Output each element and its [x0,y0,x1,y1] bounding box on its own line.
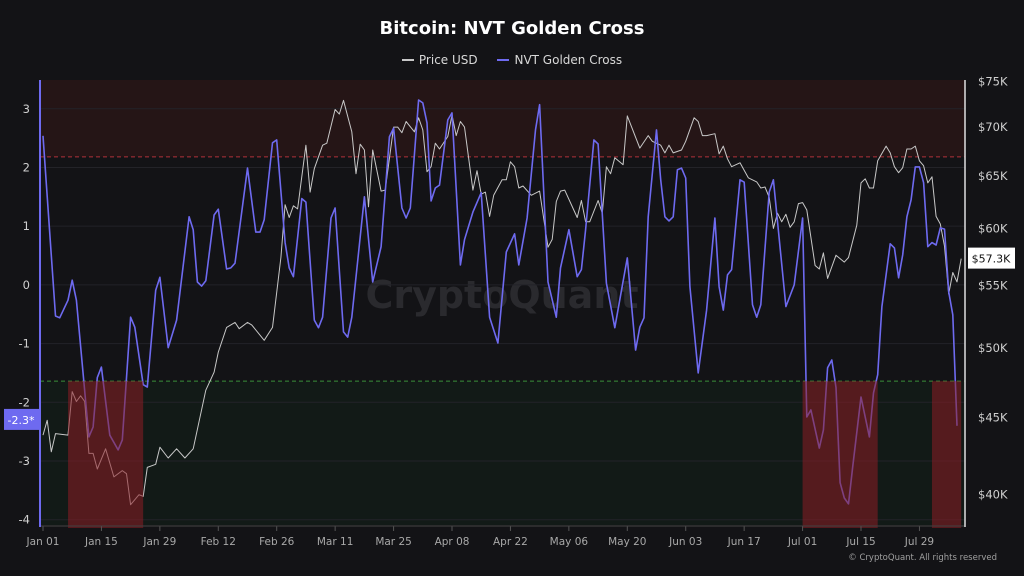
x-tick-label: Jul 29 [904,536,934,548]
x-tick-label: Apr 08 [435,536,470,548]
right-tick-label: $65K [978,169,1008,183]
left-tick-label: -4 [19,513,30,527]
x-tick-label: Apr 22 [493,536,528,548]
current-price-label-box [968,247,1015,269]
legend-swatch-price [401,59,414,61]
current-nvt-label-box [4,408,39,430]
right-tick-label: $40K [978,488,1008,502]
left-tick-label: -2 [19,395,30,409]
highlight-period [931,381,962,528]
right-tick-label: $55K [978,279,1008,293]
chart-title: Bitcoin: NVT Golden Cross [379,18,645,39]
x-tick-label: Feb 12 [201,536,236,548]
right-tick-label: $60K [978,221,1008,235]
legend-item-price[interactable]: Price USD [401,53,478,67]
legend: Price USD NVT Golden Cross [0,50,1024,67]
legend-swatch-nvt [497,59,510,61]
legend-label-nvt: NVT Golden Cross [514,53,623,67]
x-tick-label: Jan 15 [84,536,118,548]
x-tick-label: May 20 [608,536,646,548]
left-tick-label: -1 [19,337,30,351]
x-tick-label: Jul 01 [787,536,817,548]
highlight-period [68,381,144,528]
x-tick-label: Jun 03 [668,536,702,548]
right-tick-label: $45K [978,410,1008,424]
price-usd-line [42,99,962,506]
x-tick-label: Jul 15 [845,536,875,548]
x-tick-label: Jun 17 [727,536,761,548]
x-tick-label: Mar 11 [317,536,354,548]
x-tick-label: Jan 29 [142,536,176,548]
overheated-zone [40,80,965,157]
left-tick-label: 1 [23,219,30,233]
highlight-period [802,381,878,528]
left-tick-label: 3 [23,102,30,116]
legend-item-nvt[interactable]: NVT Golden Cross [497,53,622,67]
right-tick-label: $70K [978,120,1008,134]
copyright: © CryptoQuant. All rights reserved [848,553,997,563]
right-tick-label: $50K [978,341,1008,355]
x-tick-label: Feb 26 [259,536,295,548]
right-tick-label: $75K [978,75,1008,89]
x-tick-label: Mar 25 [375,536,412,548]
left-tick-label: 2 [23,160,30,174]
current-price-label: $57.3K [972,253,1011,266]
current-nvt-label: -2.3* [8,414,35,427]
x-tick-label: Jan 01 [26,536,60,548]
x-tick-label: May 06 [550,536,589,548]
left-tick-label: -3 [19,454,30,468]
left-tick-label: 0 [23,278,30,292]
legend-label-price: Price USD [418,53,478,67]
